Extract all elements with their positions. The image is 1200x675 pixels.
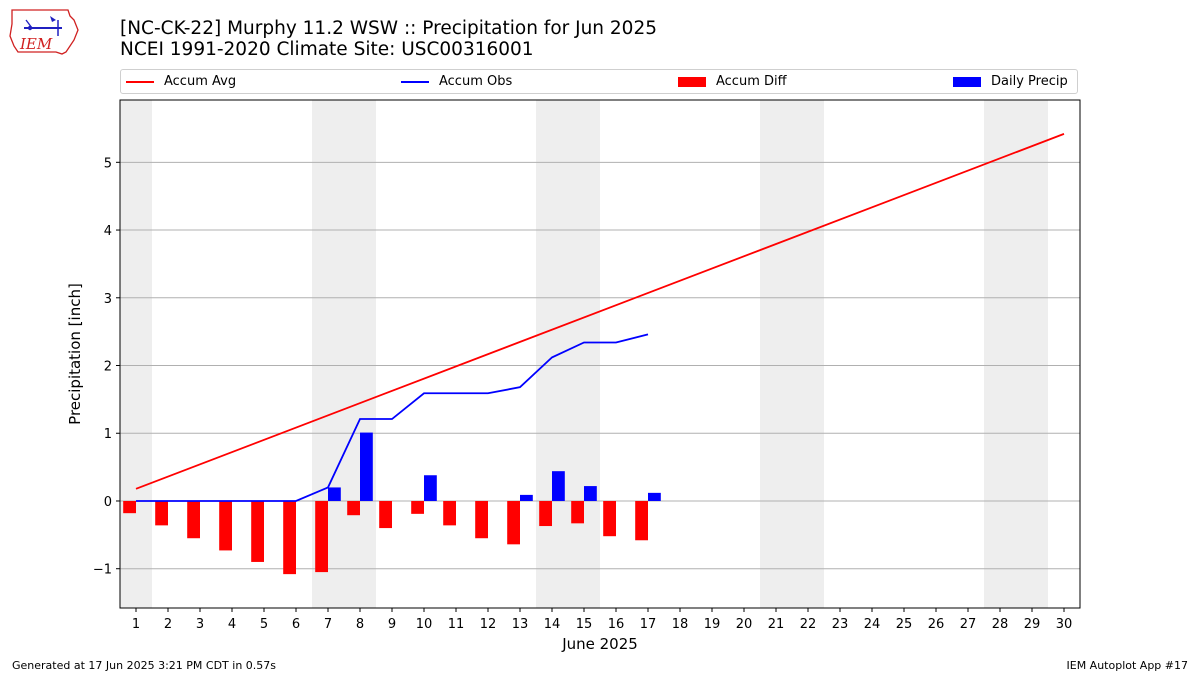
diff-bar [187,500,200,539]
y-tick-label: 1 [104,427,112,442]
legend-swatch-accum-avg [126,80,154,83]
plot-frame [119,99,1081,609]
x-tick-label: 15 [576,617,593,632]
generated-timestamp: Generated at 17 Jun 2025 3:21 PM CDT in … [12,659,277,672]
x-tick-label: 10 [416,617,433,632]
accum-avg-line [135,133,1065,490]
x-tick-label: 5 [260,617,268,632]
weekend-band [792,100,824,608]
daily-precip-bar [648,492,661,501]
x-tick-label: 13 [512,617,529,632]
x-tick-label: 24 [864,617,881,632]
title-line-1: [NC-CK-22] Murphy 11.2 WSW :: Precipitat… [120,18,657,39]
diff-bar [379,500,392,529]
y-tick-label: 2 [104,360,112,375]
weekend-band [568,100,600,608]
daily-precip-bar [584,486,597,501]
x-tick-label: 20 [736,617,753,632]
diff-bar [251,500,264,562]
x-tick-label: 21 [768,617,785,632]
legend-item-daily-precip: Daily Precip [953,70,1068,93]
x-tick-label: 22 [800,617,817,632]
y-tick-label: 0 [104,495,112,510]
x-tick-label: 8 [356,617,364,632]
daily-precip-bar [360,432,373,501]
x-tick-label: 1 [132,617,140,632]
x-tick-label: 29 [1024,617,1041,632]
legend-label-daily-precip: Daily Precip [991,74,1068,89]
diff-bar [219,500,232,551]
y-tick-label: −1 [93,563,112,578]
daily-precip-bar [552,471,565,501]
x-axis-label: June 2025 [561,635,638,653]
weekend-band [1016,100,1048,608]
legend-label-accum-avg: Accum Avg [164,74,237,89]
x-tick-label: 19 [704,617,721,632]
daily-precip-bar [520,494,533,501]
x-tick-label: 6 [292,617,300,632]
x-tick-label: 30 [1056,617,1073,632]
x-tick-label: 4 [228,617,236,632]
weekend-band [120,100,152,608]
x-tick-label: 12 [480,617,497,632]
legend-label-accum-obs: Accum Obs [439,74,513,89]
legend-label-accum-diff: Accum Diff [716,74,787,89]
legend-item-accum-diff: Accum Diff [678,70,787,93]
legend-item-accum-obs: Accum Obs [401,70,512,93]
daily-precip-bar [328,487,341,501]
diff-bar [347,500,360,516]
y-axis-label: Precipitation [inch] [66,283,84,425]
diff-bar [507,500,520,545]
diff-bar [443,500,456,526]
y-tick-label: 5 [104,156,112,171]
x-tick-label: 26 [928,617,945,632]
legend-item-accum-avg: Accum Avg [126,70,236,93]
x-tick-label: 27 [960,617,977,632]
diff-bar [315,500,328,573]
diff-bar [155,500,168,526]
daily-precip-bar [424,475,437,501]
diff-bar [123,500,136,514]
diff-bar [475,500,488,539]
legend: Accum Avg Accum Obs Accum Diff Daily Pre… [120,69,1078,94]
legend-swatch-accum-obs [401,80,429,83]
title-line-2: NCEI 1991-2020 Climate Site: USC00316001 [120,39,534,60]
diff-bar [539,500,552,527]
iem-logo: IEM [8,6,80,60]
diff-bar [411,500,424,514]
svg-text:IEM: IEM [19,35,53,53]
x-tick-label: 16 [608,617,625,632]
x-tick-label: 18 [672,617,689,632]
x-tick-label: 14 [544,617,561,632]
x-tick-label: 11 [448,617,465,632]
x-tick-label: 17 [640,617,657,632]
x-tick-label: 25 [896,617,913,632]
x-tick-label: 3 [196,617,204,632]
diff-bar [635,500,648,541]
y-tick-label: 3 [104,292,112,307]
app-label: IEM Autoplot App #17 [1066,659,1189,672]
diff-bar [283,500,296,575]
x-tick-label: 28 [992,617,1009,632]
diff-bar [571,500,584,524]
legend-swatch-accum-diff [678,76,706,87]
weekend-band [984,100,1016,608]
legend-swatch-daily-precip [953,76,981,87]
diff-bar [603,500,616,537]
weekend-band [536,100,568,608]
accum-obs-line [136,333,649,502]
x-tick-label: 23 [832,617,849,632]
x-tick-label: 9 [388,617,396,632]
x-tick-label: 7 [324,617,332,632]
weekend-band [760,100,792,608]
chart-title: [NC-CK-22] Murphy 11.2 WSW :: Precipitat… [120,18,657,60]
weekend-band [344,100,376,608]
x-tick-label: 2 [164,617,172,632]
y-tick-label: 4 [104,224,112,239]
